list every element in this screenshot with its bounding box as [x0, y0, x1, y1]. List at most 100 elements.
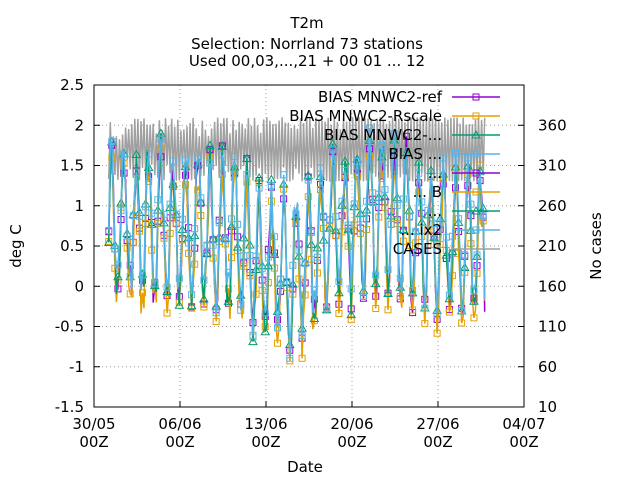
y2-tick-label: 210: [538, 237, 567, 255]
data-point: [108, 138, 116, 146]
data-point: [200, 303, 208, 311]
data-point: [191, 260, 199, 268]
data-point: [396, 274, 404, 282]
data-point: [387, 220, 395, 228]
data-point: [309, 313, 320, 322]
data-point: [139, 271, 147, 279]
data-point: [105, 226, 113, 234]
data-point: [346, 309, 357, 319]
data-point: [341, 167, 349, 175]
data-point: [413, 157, 424, 166]
y-tick-label: 2: [74, 116, 84, 134]
data-point: [199, 294, 209, 303]
x-tick-hour: 00Z: [79, 433, 108, 451]
data-point: [142, 203, 150, 211]
data-point: [174, 300, 185, 309]
data-point: [223, 296, 234, 305]
data-point: [181, 156, 189, 164]
data-point: [381, 186, 389, 194]
legend-label: ...: [428, 202, 442, 220]
data-point: [255, 184, 263, 192]
data-point: [264, 253, 272, 261]
y2-tick-label: 360: [538, 116, 567, 134]
legend-marker: [472, 112, 480, 120]
data-point: [415, 188, 423, 196]
data-point: [241, 153, 252, 162]
y-tick-label: 1: [74, 197, 84, 215]
data-point: [232, 242, 243, 251]
legend-marker: [472, 93, 480, 101]
data-point: [111, 245, 119, 253]
data-point: [473, 251, 481, 259]
data-point: [353, 172, 361, 180]
x-tick-date: 27/06: [416, 415, 459, 433]
data-point: [307, 229, 315, 237]
legend-marker: [471, 205, 481, 215]
data-point: [366, 124, 374, 132]
data-point: [424, 207, 432, 215]
data-point: [200, 276, 208, 284]
data-point: [470, 286, 478, 294]
data-point: [178, 215, 186, 223]
data-point: [326, 216, 334, 224]
data-point: [261, 312, 269, 320]
data-point: [151, 280, 159, 288]
data-point: [335, 309, 343, 317]
y-tick-label: 2.5: [60, 76, 84, 94]
data-point: [274, 339, 282, 347]
data-point: [455, 215, 463, 223]
y2-tick-label: 260: [538, 197, 567, 215]
data-point: [181, 181, 189, 189]
data-point: [283, 277, 291, 285]
data-point: [402, 147, 410, 155]
data-point: [131, 149, 142, 159]
x-tick-date: 13/06: [244, 415, 287, 433]
data-point: [347, 285, 355, 293]
data-point: [396, 292, 404, 300]
data-point: [163, 309, 171, 317]
data-point: [359, 293, 367, 301]
data-point: [479, 212, 487, 220]
data-point: [338, 197, 346, 205]
data-point: [206, 159, 214, 167]
y-tick-label: -1.5: [55, 398, 84, 416]
data-point: [402, 132, 410, 140]
data-point: [163, 283, 171, 291]
data-point: [249, 331, 257, 339]
data-point: [409, 287, 417, 295]
y-axis-label: deg C: [7, 224, 25, 268]
legend-label: BIAS MNWC2-Rscale: [289, 107, 442, 125]
data-point: [458, 319, 466, 327]
data-point: [405, 212, 413, 220]
data-point: [103, 237, 114, 246]
data-point: [464, 154, 472, 162]
legend-label: CASES: [393, 240, 442, 258]
data-point: [212, 317, 220, 325]
data-point: [154, 196, 162, 204]
data-point: [160, 210, 168, 218]
data-point: [334, 287, 344, 297]
y-axis-tick-labels: -1.5 -1 -0.5 0 0.5 1 1.5 2 2.5: [55, 76, 84, 416]
x-axis-tick-labels: 30/0500Z06/0600Z13/0600Z20/0600Z27/0600Z…: [72, 415, 545, 451]
data-point: [369, 199, 377, 207]
data-point: [356, 215, 364, 223]
series-line: [107, 127, 486, 359]
data-point: [267, 181, 275, 189]
data-point: [209, 241, 217, 249]
data-point: [286, 354, 294, 362]
data-point: [399, 195, 407, 203]
data-point: [215, 219, 223, 227]
legend-label: BIAS MNWC2-...: [324, 126, 442, 144]
data-point: [461, 251, 469, 259]
data-point: [421, 304, 429, 312]
data-point: [378, 142, 386, 150]
legend-marker: [472, 226, 480, 234]
data-point: [298, 331, 306, 339]
data-point: [218, 151, 226, 159]
y-tick-label: 1.5: [60, 157, 84, 175]
data-point: [248, 336, 258, 346]
data-point: [409, 306, 417, 314]
data-point: [166, 200, 174, 208]
data-point: [295, 247, 303, 255]
